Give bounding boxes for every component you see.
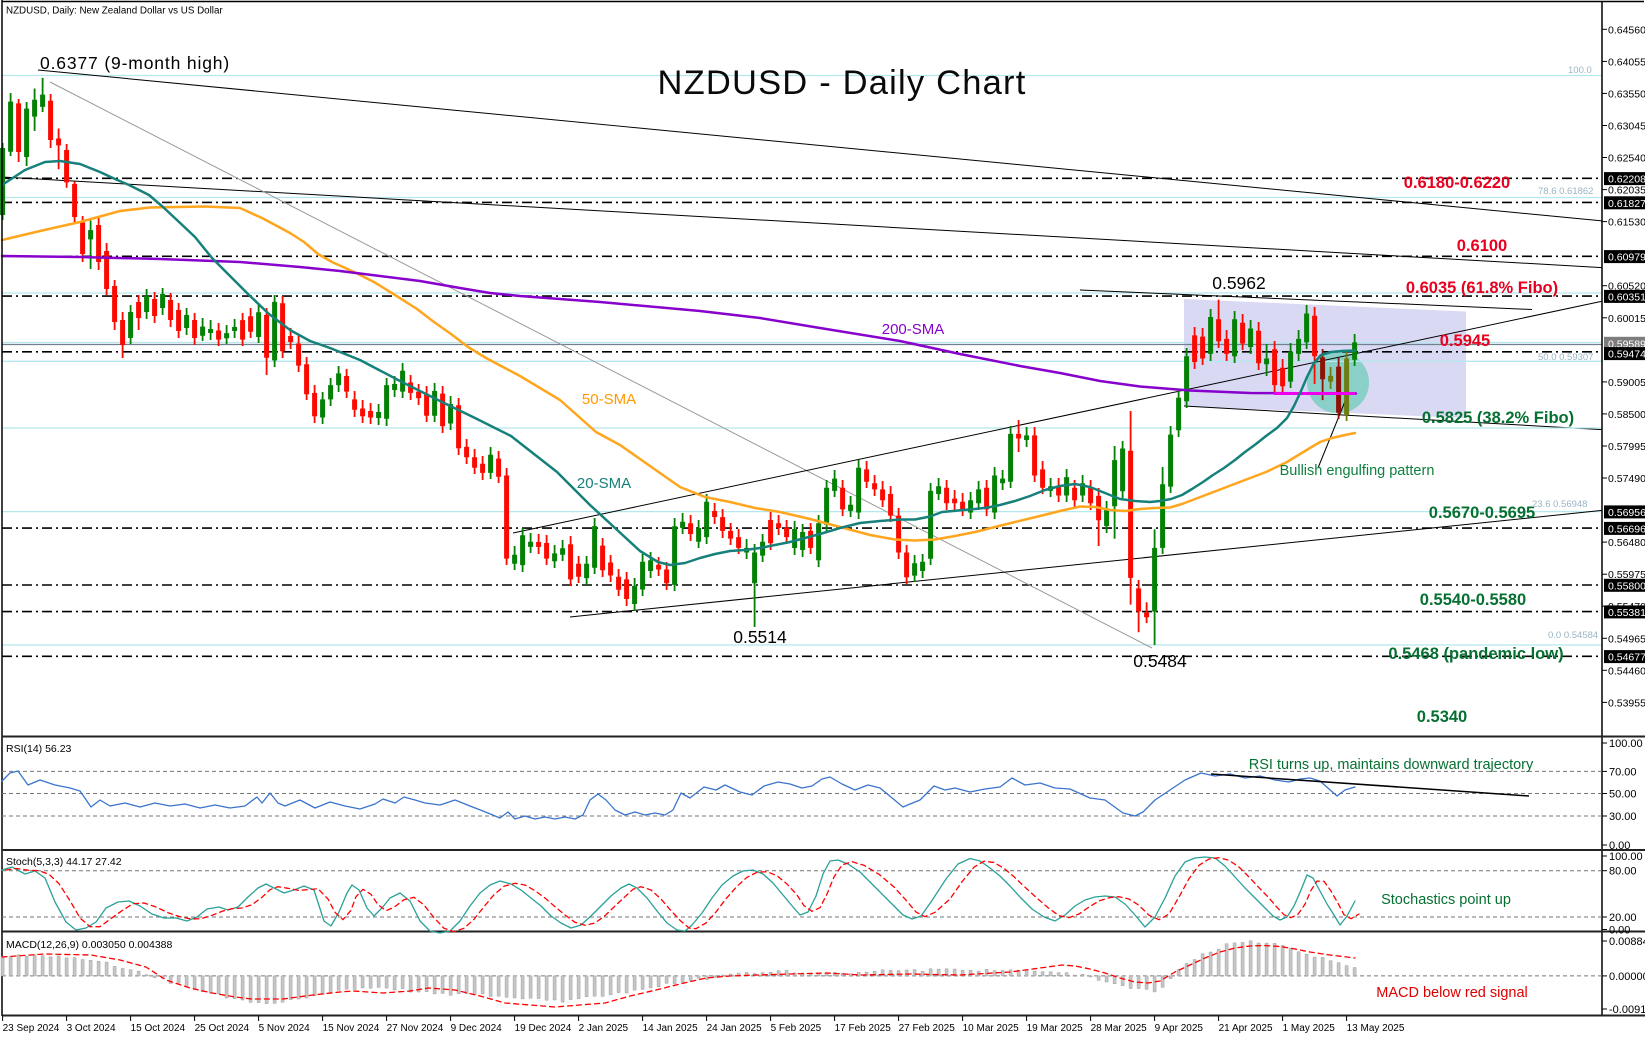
svg-text:0.5468 (pandemic low): 0.5468 (pandemic low): [1388, 645, 1563, 663]
svg-text:27 Nov 2024: 27 Nov 2024: [387, 1023, 444, 1034]
svg-text:23 Sep 2024: 23 Sep 2024: [3, 1023, 60, 1034]
svg-text:80.00: 80.00: [1609, 866, 1637, 878]
svg-text:0.60979: 0.60979: [1608, 252, 1645, 264]
svg-text:0.5962: 0.5962: [1212, 273, 1266, 293]
svg-text:0.63550: 0.63550: [1608, 88, 1645, 100]
svg-text:0.63045: 0.63045: [1608, 120, 1645, 132]
svg-text:50.00: 50.00: [1609, 789, 1637, 801]
svg-text:15 Oct 2024: 15 Oct 2024: [131, 1023, 186, 1034]
svg-text:100.00: 100.00: [1609, 738, 1643, 750]
svg-text:20-SMA: 20-SMA: [577, 475, 631, 492]
svg-text:0.60015: 0.60015: [1608, 313, 1645, 325]
svg-text:Bullish engulfing pattern: Bullish engulfing pattern: [1280, 463, 1435, 479]
svg-text:RSI turns up, maintains downwa: RSI turns up, maintains downward traject…: [1249, 757, 1534, 773]
svg-text:0.5670-0.5695: 0.5670-0.5695: [1429, 504, 1535, 522]
svg-text:17 Feb 2025: 17 Feb 2025: [835, 1023, 892, 1034]
svg-text:0.0 0.54584: 0.0 0.54584: [1548, 630, 1598, 641]
svg-text:10 Mar 2025: 10 Mar 2025: [963, 1023, 1020, 1034]
svg-text:78.6 0.61862: 78.6 0.61862: [1538, 186, 1593, 197]
svg-text:25 Oct 2024: 25 Oct 2024: [195, 1023, 250, 1034]
svg-text:24 Jan 2025: 24 Jan 2025: [707, 1023, 762, 1034]
svg-text:0.53955: 0.53955: [1608, 697, 1645, 709]
svg-text:0.62540: 0.62540: [1608, 153, 1645, 165]
svg-text:20.00: 20.00: [1609, 912, 1637, 924]
svg-text:0.55381: 0.55381: [1608, 607, 1645, 619]
svg-text:0.60520: 0.60520: [1608, 281, 1645, 293]
svg-text:0.5945: 0.5945: [1440, 332, 1490, 350]
svg-text:0.6180-0.6220: 0.6180-0.6220: [1404, 174, 1510, 192]
svg-text:0.5540-0.5580: 0.5540-0.5580: [1420, 591, 1526, 609]
svg-text:30.00: 30.00: [1609, 811, 1637, 823]
svg-text:0.56696: 0.56696: [1608, 523, 1645, 535]
svg-text:0.61530: 0.61530: [1608, 217, 1645, 229]
svg-text:23.6 0.56948: 23.6 0.56948: [1532, 499, 1587, 510]
svg-text:5 Nov 2024: 5 Nov 2024: [259, 1023, 311, 1034]
svg-text:21 Apr 2025: 21 Apr 2025: [1219, 1023, 1273, 1034]
svg-text:100.00: 100.00: [1609, 851, 1643, 863]
svg-text:0.59005: 0.59005: [1608, 377, 1645, 389]
svg-text:2 Jan 2025: 2 Jan 2025: [579, 1023, 629, 1034]
svg-text:0.57995: 0.57995: [1608, 441, 1645, 453]
svg-text:0.5484: 0.5484: [1133, 651, 1187, 671]
svg-text:0.6035 (61.8% Fibo): 0.6035 (61.8% Fibo): [1406, 279, 1558, 297]
svg-text:15 Nov 2024: 15 Nov 2024: [323, 1023, 380, 1034]
svg-text:0.59474: 0.59474: [1608, 349, 1645, 361]
svg-text:0.55975: 0.55975: [1608, 569, 1645, 581]
svg-text:0.62035: 0.62035: [1608, 185, 1645, 197]
svg-text:0.55800: 0.55800: [1608, 580, 1645, 592]
svg-text:14 Jan 2025: 14 Jan 2025: [643, 1023, 698, 1034]
svg-text:0.64055: 0.64055: [1608, 56, 1645, 68]
svg-text:0.008840: 0.008840: [1609, 936, 1645, 948]
svg-text:0.61827: 0.61827: [1608, 198, 1645, 210]
svg-text:28 Mar 2025: 28 Mar 2025: [1091, 1023, 1148, 1034]
svg-text:27 Feb 2025: 27 Feb 2025: [899, 1023, 956, 1034]
svg-text:50-SMA: 50-SMA: [582, 391, 636, 408]
svg-text:0.000000: 0.000000: [1609, 971, 1645, 983]
svg-text:19 Dec 2024: 19 Dec 2024: [515, 1023, 572, 1034]
svg-text:0.56956: 0.56956: [1608, 507, 1645, 519]
svg-text:9 Dec 2024: 9 Dec 2024: [451, 1023, 503, 1034]
svg-text:0.58500: 0.58500: [1608, 409, 1645, 421]
svg-text:1 May 2025: 1 May 2025: [1283, 1023, 1336, 1034]
svg-text:200-SMA: 200-SMA: [882, 321, 945, 338]
svg-text:0.64560: 0.64560: [1608, 24, 1645, 36]
svg-text:70.00: 70.00: [1609, 766, 1637, 778]
svg-text:0.54965: 0.54965: [1608, 633, 1645, 645]
svg-text:Stoch(5,3,3) 44.17 27.42: Stoch(5,3,3) 44.17 27.42: [6, 856, 122, 868]
svg-text:0.00: 0.00: [1609, 840, 1630, 852]
svg-text:MACD(12,26,9) 0.003050 0.00438: MACD(12,26,9) 0.003050 0.004388: [6, 939, 173, 951]
svg-text:0.5514: 0.5514: [733, 627, 787, 647]
svg-text:100.0: 100.0: [1568, 65, 1592, 76]
svg-text:0.56480: 0.56480: [1608, 537, 1645, 549]
svg-text:50.0 0.59307: 50.0 0.59307: [1538, 352, 1593, 363]
svg-text:5 Feb 2025: 5 Feb 2025: [771, 1023, 822, 1034]
svg-text:0.57490: 0.57490: [1608, 473, 1645, 485]
svg-text:NZDUSD - Daily Chart: NZDUSD - Daily Chart: [657, 64, 1026, 102]
svg-text:NZDUSD, Daily: New Zealand Do: NZDUSD, Daily: New Zealand Dollar vs US …: [6, 6, 223, 17]
svg-text:19 Mar 2025: 19 Mar 2025: [1027, 1023, 1084, 1034]
svg-text:9 Apr 2025: 9 Apr 2025: [1155, 1023, 1204, 1034]
svg-text:0.6377 (9-month high): 0.6377 (9-month high): [40, 53, 230, 73]
svg-text:0.5825 (38.2% Fibo): 0.5825 (38.2% Fibo): [1422, 409, 1574, 427]
svg-text:13 May 2025: 13 May 2025: [1347, 1023, 1405, 1034]
svg-text:RSI(14) 56.23: RSI(14) 56.23: [6, 743, 72, 755]
svg-text:0.5340: 0.5340: [1417, 708, 1467, 726]
svg-text:0.62208: 0.62208: [1608, 174, 1645, 186]
svg-text:MACD below red signal: MACD below red signal: [1376, 985, 1528, 1001]
svg-text:3 Oct 2024: 3 Oct 2024: [67, 1023, 116, 1034]
svg-text:0.54677: 0.54677: [1608, 652, 1645, 664]
svg-text:0.60351: 0.60351: [1608, 291, 1645, 303]
svg-text:0.54460: 0.54460: [1608, 665, 1645, 677]
svg-text:-0.009108: -0.009108: [1609, 1004, 1645, 1016]
svg-text:0.00: 0.00: [1609, 925, 1630, 937]
svg-text:0.6100: 0.6100: [1457, 237, 1507, 255]
svg-text:Stochastics point up: Stochastics point up: [1381, 892, 1511, 908]
